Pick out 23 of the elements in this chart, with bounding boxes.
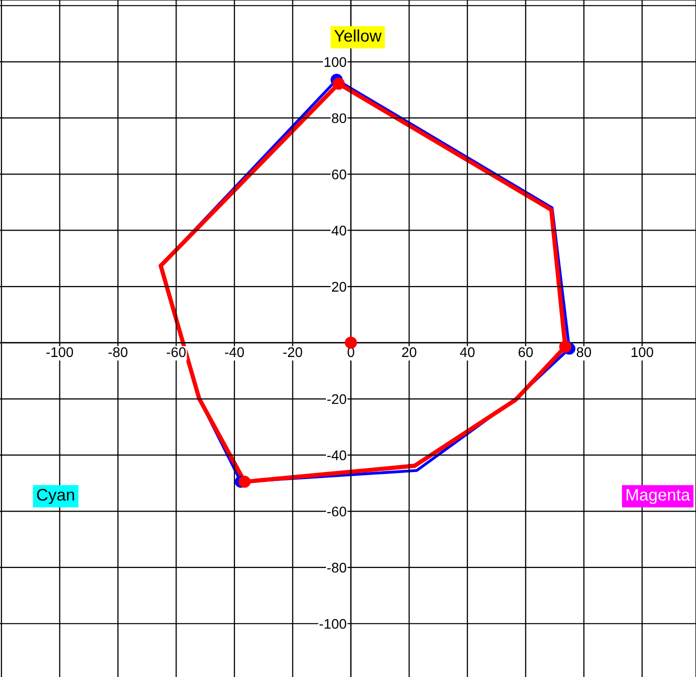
annotation: Magenta — [626, 489, 690, 504]
x-tick-label: 20 — [402, 347, 416, 358]
y-tick-label: 60 — [332, 170, 346, 180]
x-tick-label: 80 — [576, 347, 592, 358]
x-tick-label: -100 — [46, 347, 74, 358]
x-tick-label: 60 — [518, 347, 533, 358]
y-tick-label: -40 — [327, 450, 346, 460]
y-tick-label: 20 — [332, 282, 346, 292]
y-tick-label: -80 — [327, 562, 346, 573]
x-tick-label: -80 — [108, 347, 128, 358]
y-tick-label: -60 — [327, 506, 346, 516]
y-tick-label: 100 — [324, 57, 346, 67]
x-tick-label: -60 — [166, 347, 186, 358]
y-tick-label: 80 — [332, 113, 346, 124]
x-tick-label: 100 — [632, 347, 654, 358]
y-tick-label: -20 — [327, 394, 346, 404]
y-tick-label: 40 — [332, 226, 346, 236]
annotation: Cyan — [37, 488, 74, 504]
x-tick-label: 40 — [460, 347, 475, 358]
x-tick-label: -20 — [283, 347, 302, 358]
annotation: Yellow — [334, 29, 382, 42]
x-tick-label: -40 — [225, 347, 244, 358]
y-tick-label: -100 — [320, 618, 346, 629]
